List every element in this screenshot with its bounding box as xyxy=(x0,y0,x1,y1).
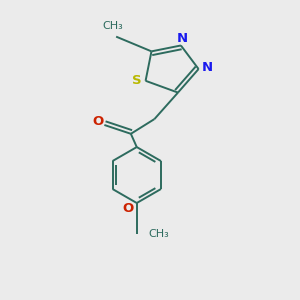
Text: CH₃: CH₃ xyxy=(103,21,124,31)
Text: N: N xyxy=(177,32,188,46)
Text: CH₃: CH₃ xyxy=(148,229,169,239)
Text: S: S xyxy=(132,74,142,87)
Text: N: N xyxy=(202,61,213,74)
Text: O: O xyxy=(122,202,134,215)
Text: O: O xyxy=(92,115,104,128)
